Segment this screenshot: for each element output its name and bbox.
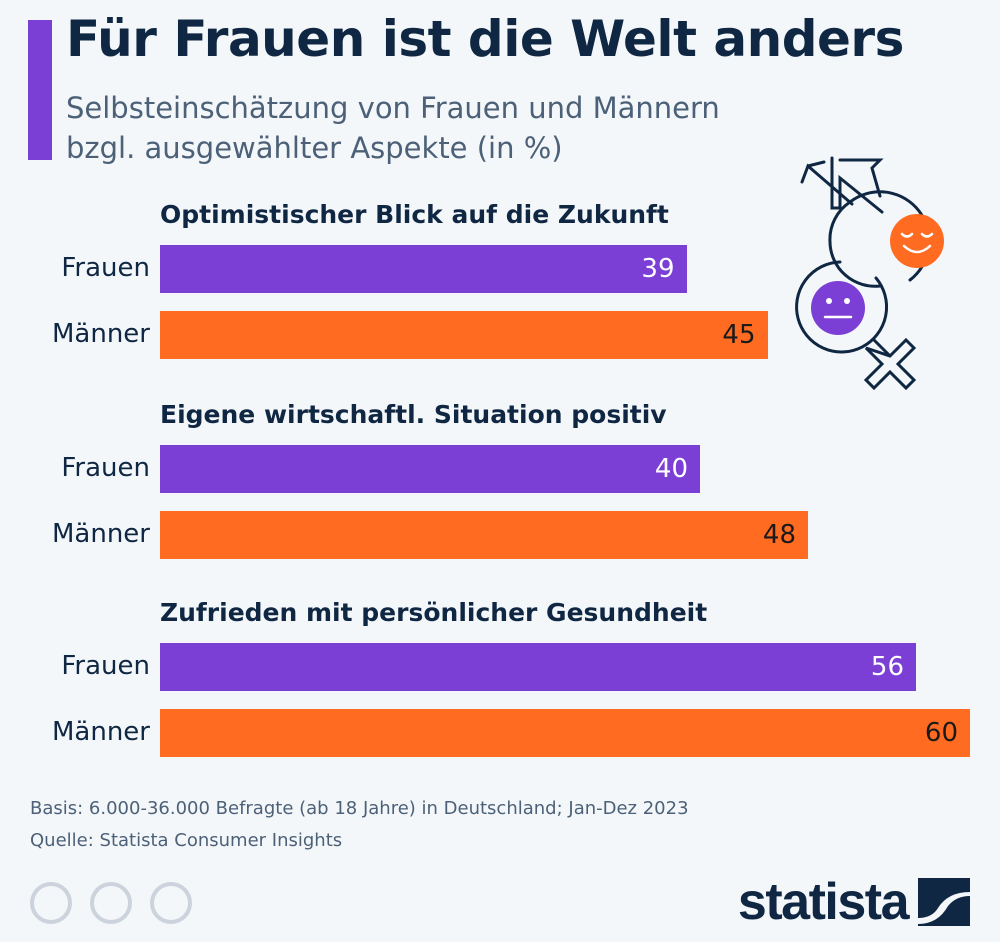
row-label: Männer xyxy=(51,717,150,747)
source-note: Quelle: Statista Consumer Insights xyxy=(30,830,343,851)
no-derivatives-icon[interactable] xyxy=(150,882,192,924)
statista-logo[interactable]: statista xyxy=(738,872,970,932)
group-title: Eigene wirtschaftl. Situation positiv xyxy=(160,400,667,429)
happy-face-icon xyxy=(890,214,944,268)
bar-maenner: 60 xyxy=(160,709,970,757)
neutral-face-icon xyxy=(811,281,865,335)
row-label: Frauen xyxy=(61,253,150,283)
row-label: Frauen xyxy=(61,651,150,681)
row-label: Männer xyxy=(51,319,150,349)
bar-value-label: 45 xyxy=(722,320,756,350)
row-label: Männer xyxy=(51,519,150,549)
subtitle-line-2: bzgl. ausgewählter Aspekte (in %) xyxy=(66,131,563,165)
female-symbol-icon xyxy=(795,260,889,354)
bar-frauen: 56 xyxy=(160,643,916,691)
gender-symbols-illustration xyxy=(795,156,944,391)
bar-maenner: 45 xyxy=(160,311,768,359)
bar-value-label: 40 xyxy=(654,454,688,484)
bar-frauen: 39 xyxy=(160,245,687,293)
attribution-icon[interactable] xyxy=(90,882,132,924)
subtitle-line-1: Selbsteinschätzung von Frauen und Männer… xyxy=(66,91,720,125)
group-title: Optimistischer Blick auf die Zukunft xyxy=(160,200,669,229)
bar-value-label: 39 xyxy=(641,254,675,284)
bar-value-label: 56 xyxy=(870,652,904,682)
page-title: Für Frauen ist die Welt anders xyxy=(66,10,904,68)
basis-note: Basis: 6.000-36.000 Befragte (ab 18 Jahr… xyxy=(30,798,689,819)
bar-frauen: 40 xyxy=(160,445,700,493)
group-title: Zufrieden mit persönlicher Gesundheit xyxy=(160,598,708,627)
bar-value-label: 60 xyxy=(924,718,958,748)
statista-logo-mark-icon xyxy=(918,878,970,926)
bar-value-label: 48 xyxy=(762,520,796,550)
row-label: Frauen xyxy=(61,453,150,483)
title-accent-bar xyxy=(28,20,52,160)
subtitle: Selbsteinschätzung von Frauen und Männer… xyxy=(66,88,806,168)
statista-logo-text: statista xyxy=(737,873,910,931)
bar-maenner: 48 xyxy=(160,511,808,559)
creative-commons-icon[interactable] xyxy=(30,882,72,924)
